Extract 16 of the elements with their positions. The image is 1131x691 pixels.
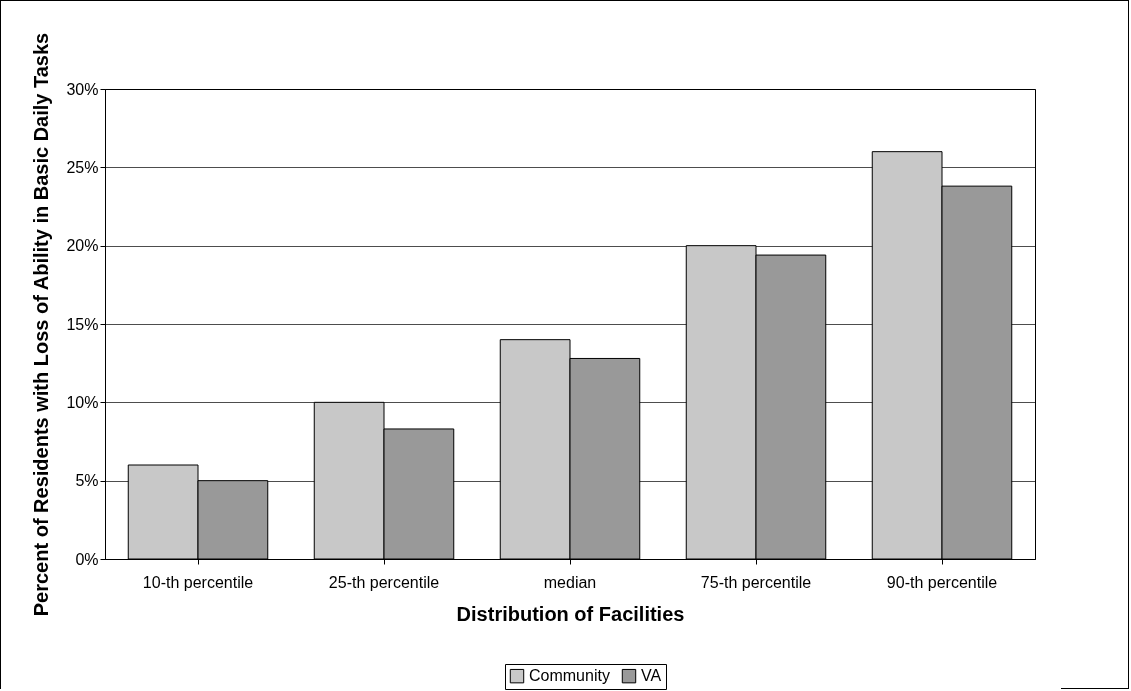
- x-tick-label: 75-th percentile: [700, 573, 812, 591]
- y-tick-label: 15%: [66, 315, 99, 333]
- x-tick-label: median: [543, 573, 597, 591]
- legend-label: VA: [641, 667, 662, 685]
- y-tick-label: 20%: [66, 237, 99, 255]
- y-tick-label: 0%: [75, 550, 99, 568]
- y-tick-label: 10%: [66, 393, 99, 411]
- y-tick-label: 5%: [75, 472, 99, 490]
- x-tick-label: 10-th percentile: [142, 573, 254, 591]
- y-tick-label: 30%: [66, 80, 99, 98]
- legend-label: Community: [529, 667, 610, 685]
- y-tick-label: 25%: [66, 158, 99, 176]
- x-tick-label: 90-th percentile: [886, 573, 998, 591]
- y-axis-title: Percent of Residents with Loss of Ability in Basic Daily Tasks: [30, 32, 53, 617]
- x-axis-title: Distribution of Facilities: [456, 602, 685, 625]
- x-tick-label: 25-th percentile: [328, 573, 440, 591]
